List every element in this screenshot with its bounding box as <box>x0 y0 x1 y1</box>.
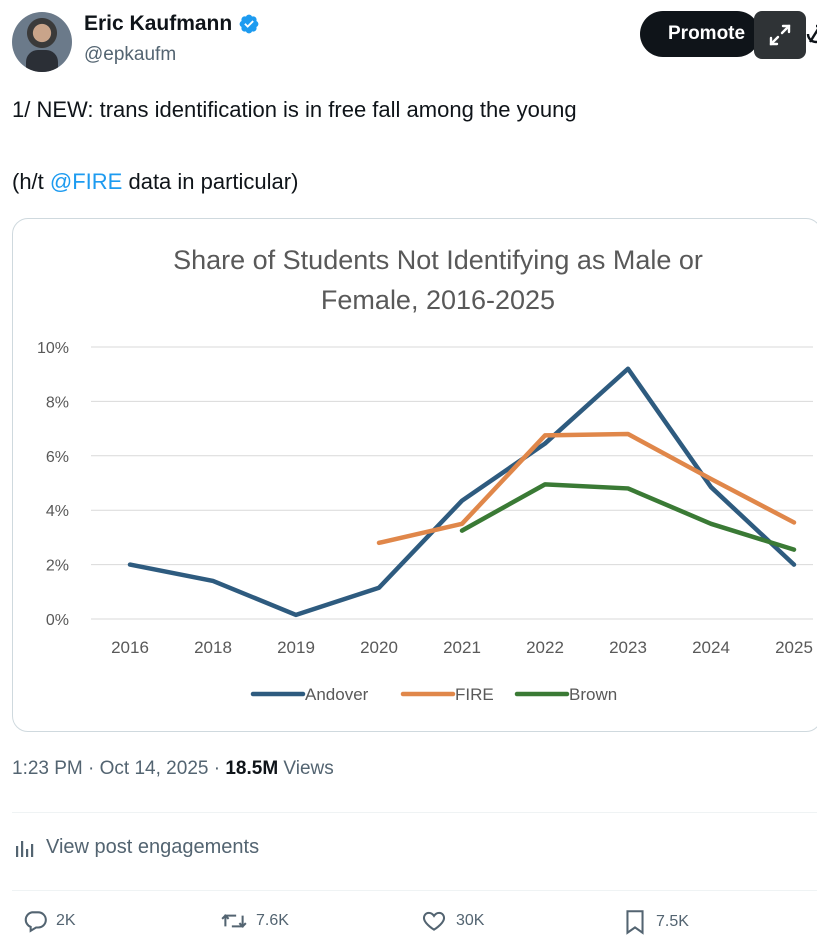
chart-title-line2: Female, 2016-2025 <box>321 285 555 315</box>
x-tick-label: 2025 <box>775 638 813 657</box>
line-chart: Share of Students Not Identifying as Mal… <box>37 245 813 704</box>
x-tick-label: 2018 <box>194 638 232 657</box>
x-tick-label: 2024 <box>692 638 730 657</box>
x-tick-label: 2023 <box>609 638 647 657</box>
author-handle[interactable]: @epkaufm <box>84 44 177 65</box>
y-tick-label: 0% <box>46 612 69 629</box>
series-line-fire <box>376 431 797 546</box>
tweet-meta: 1:23 PM · Oct 14, 2025 · 18.5M Views <box>12 758 334 780</box>
reply-count: 2K <box>56 912 76 929</box>
reply-icon <box>24 911 47 933</box>
tweet-text-line2: (h/t @FIRE data in particular) <box>12 168 298 196</box>
view-engagements-label: View post engagements <box>46 836 260 858</box>
repost-count: 7.6K <box>256 912 289 929</box>
repost-button[interactable]: 7.6K <box>220 908 289 934</box>
view-engagements-link[interactable]: View post engagements <box>14 836 259 859</box>
y-tick-label: 8% <box>46 394 69 411</box>
tweet-date[interactable]: Oct 14, 2025 <box>99 758 209 779</box>
grok-icon[interactable] <box>806 20 817 48</box>
legend-label: Brown <box>569 685 617 704</box>
tweet-time[interactable]: 1:23 PM <box>12 758 83 779</box>
y-tick-label: 2% <box>46 558 69 575</box>
bookmark-icon <box>626 910 644 935</box>
promote-button[interactable]: Promote <box>640 11 760 57</box>
y-tick-label: 10% <box>37 340 69 357</box>
x-tick-label: 2020 <box>360 638 398 657</box>
heart-icon <box>422 911 446 931</box>
chart-media[interactable]: Share of Students Not Identifying as Mal… <box>12 218 817 732</box>
author-display-name[interactable]: Eric Kaufmann <box>84 12 233 35</box>
like-count: 30K <box>456 912 485 929</box>
x-tick-label: 2019 <box>277 638 315 657</box>
divider <box>12 890 817 891</box>
tweet-text-prefix: (h/t <box>12 169 50 194</box>
chart-title-line1: Share of Students Not Identifying as Mal… <box>173 245 703 275</box>
legend-label: FIRE <box>455 685 494 704</box>
bookmark-button[interactable]: 7.5K <box>622 908 689 936</box>
views-count: 18.5M <box>225 758 279 779</box>
avatar[interactable] <box>12 12 72 72</box>
verified-badge-icon <box>239 14 259 34</box>
y-tick-label: 6% <box>46 449 69 466</box>
mention-link[interactable]: @FIRE <box>49 169 123 194</box>
analytics-icon <box>16 840 34 857</box>
meta-separator: · <box>82 758 100 779</box>
author-name-row: Eric Kaufmann <box>84 12 260 36</box>
meta-separator: · <box>208 758 226 779</box>
series-line-brown <box>459 482 797 552</box>
series-line-andover <box>127 366 797 618</box>
action-bar: 2K 7.6K 30K 7.5K <box>0 908 817 942</box>
x-tick-label: 2021 <box>443 638 481 657</box>
expand-icon[interactable] <box>754 11 806 59</box>
bookmark-count: 7.5K <box>656 913 689 930</box>
legend-label: Andover <box>305 685 369 704</box>
tweet-text-line1: 1/ NEW: trans identification is in free … <box>12 97 577 122</box>
x-tick-label: 2022 <box>526 638 564 657</box>
divider <box>12 812 817 813</box>
views-label: Views <box>278 758 334 779</box>
tweet-text-suffix: data in particular) <box>122 169 299 194</box>
y-tick-label: 4% <box>46 503 69 520</box>
reply-button[interactable]: 2K <box>22 908 76 934</box>
like-button[interactable]: 30K <box>420 908 484 934</box>
x-tick-label: 2016 <box>111 638 149 657</box>
repost-icon <box>221 914 247 928</box>
expand-arrows-icon <box>769 24 791 46</box>
